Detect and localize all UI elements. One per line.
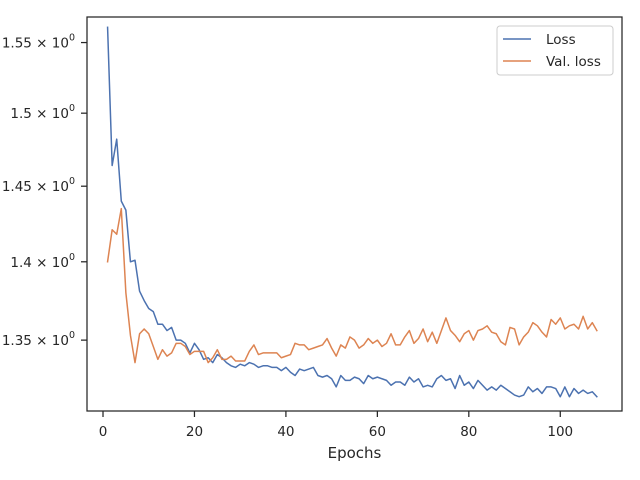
- x-tick-label: 0: [99, 424, 108, 440]
- x-axis: 0 20 40 60 80 100: [99, 411, 573, 440]
- x-tick-label: 40: [277, 424, 294, 440]
- y-tick-label: 1.4 × 100: [10, 252, 75, 271]
- y-tick-label: 1.35 × 100: [2, 330, 75, 349]
- y-axis: 1.35 × 100 1.4 × 100 1.45 × 100 1.5 × 100 1.…: [2, 33, 87, 349]
- x-tick-label: 100: [547, 424, 573, 440]
- series-line-1: [106, 207, 598, 364]
- x-tick-label: 20: [186, 424, 203, 440]
- x-axis-label: Epochs: [328, 444, 382, 462]
- y-tick-label: 1.55 × 100: [2, 33, 75, 52]
- series-line-0: [106, 26, 598, 398]
- legend-label-0: Loss: [546, 32, 576, 48]
- x-tick-label: 60: [369, 424, 386, 440]
- plot-frame: [86, 16, 623, 412]
- legend: Loss Val. loss: [496, 25, 614, 76]
- plot-lines: [106, 26, 598, 398]
- legend-label-1: Val. loss: [546, 54, 601, 70]
- x-tick-label: 80: [460, 424, 477, 440]
- y-tick-label: 1.45 × 100: [2, 176, 75, 195]
- y-tick-label: 1.5 × 100: [10, 103, 75, 122]
